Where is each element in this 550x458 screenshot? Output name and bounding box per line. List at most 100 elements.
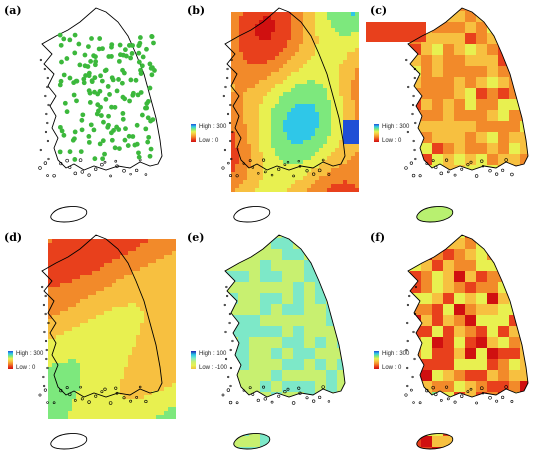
legend-f: High : 300 Low : 0 [374, 351, 410, 371]
station-point [102, 151, 107, 157]
station-point [137, 35, 143, 40]
islands [38, 58, 148, 178]
station-point [86, 70, 92, 76]
legend-high-label: High : 300 [382, 124, 410, 130]
station-point [89, 36, 94, 41]
map-svg-b: High : 300 Low : 0 (b) [187, 4, 359, 223]
station-point [97, 141, 103, 147]
station-point [126, 133, 132, 139]
station-point [89, 79, 95, 85]
legend-low-label: Low : 0 [382, 138, 402, 144]
station-point [101, 119, 106, 125]
station-point [125, 143, 131, 148]
jeju-island [50, 206, 88, 223]
station-point [62, 100, 68, 106]
station-point [120, 67, 125, 73]
map-panel-a: (a) [0, 0, 183, 227]
station-point [80, 112, 86, 118]
station-point [81, 76, 87, 82]
station-point [148, 65, 154, 71]
legend-colorbar [374, 124, 379, 142]
station-point [145, 115, 151, 121]
jeju-island [416, 206, 454, 223]
station-point [131, 90, 136, 96]
map-panel-f: High : 300 Low : 0 (f) [366, 227, 549, 454]
station-point [74, 98, 79, 104]
station-point [81, 80, 87, 86]
station-point [122, 137, 128, 143]
station-point [128, 77, 134, 83]
station-point [116, 77, 121, 82]
station-point [136, 59, 142, 65]
station-point [92, 156, 98, 162]
station-point [110, 77, 116, 83]
legend-colorbar [374, 351, 379, 369]
station-point [96, 46, 102, 52]
station-point [112, 104, 118, 110]
station-point [77, 62, 83, 68]
station-point [130, 134, 136, 139]
station-point [72, 157, 78, 162]
station-point [103, 96, 109, 102]
station-point [59, 59, 64, 65]
panel-label: (c) [370, 4, 387, 17]
map-svg-c: High : 300 Low : 0 (c) [366, 4, 529, 223]
legend-d: High : 300 Low : 0 [8, 351, 44, 371]
station-point [57, 32, 63, 38]
station-point [120, 111, 126, 116]
station-point [124, 53, 129, 59]
station-point [129, 51, 135, 56]
station-point [138, 71, 144, 76]
islands [221, 285, 331, 405]
panel-label: (d) [4, 231, 22, 244]
legend-high-label: High : 100 [199, 351, 227, 357]
station-point [148, 118, 154, 124]
station-point [151, 40, 156, 46]
station-point [61, 72, 67, 78]
station-point [146, 134, 152, 140]
station-point [97, 36, 103, 41]
jeju-island [233, 206, 271, 223]
legend-high-label: High : 300 [199, 124, 227, 130]
station-points [57, 32, 157, 162]
coastline [407, 7, 529, 171]
station-point [105, 84, 111, 89]
coastline [407, 234, 529, 398]
jeju-island [233, 433, 271, 450]
coastline [224, 234, 346, 398]
station-point [86, 44, 91, 50]
station-point [57, 82, 63, 88]
legend-low-label: Low : 0 [199, 138, 219, 144]
station-point [147, 61, 153, 67]
station-point [109, 42, 115, 48]
station-point [87, 100, 93, 105]
station-point [67, 37, 73, 43]
station-point [128, 55, 134, 61]
station-point [139, 112, 145, 118]
station-point [95, 91, 101, 97]
station-point [72, 32, 78, 38]
station-point [127, 98, 132, 104]
station-point [133, 77, 139, 83]
station-point [145, 99, 151, 104]
station-point [149, 72, 155, 78]
panel-label: (f) [370, 231, 385, 244]
station-point [57, 149, 63, 155]
station-point [58, 78, 64, 84]
station-point [72, 50, 78, 56]
station-point [122, 47, 128, 53]
station-point [134, 122, 140, 128]
highlight-band [366, 22, 426, 42]
station-point [138, 90, 144, 95]
station-point [91, 127, 97, 133]
station-point [85, 64, 91, 69]
station-point [67, 75, 73, 81]
station-point [109, 130, 114, 136]
islands [221, 58, 331, 178]
station-point [59, 128, 65, 134]
station-point [93, 54, 98, 60]
station-point [136, 50, 142, 56]
map-panel-c: High : 300 Low : 0 (c) [366, 0, 549, 227]
station-point [70, 137, 76, 143]
station-point [92, 75, 98, 81]
